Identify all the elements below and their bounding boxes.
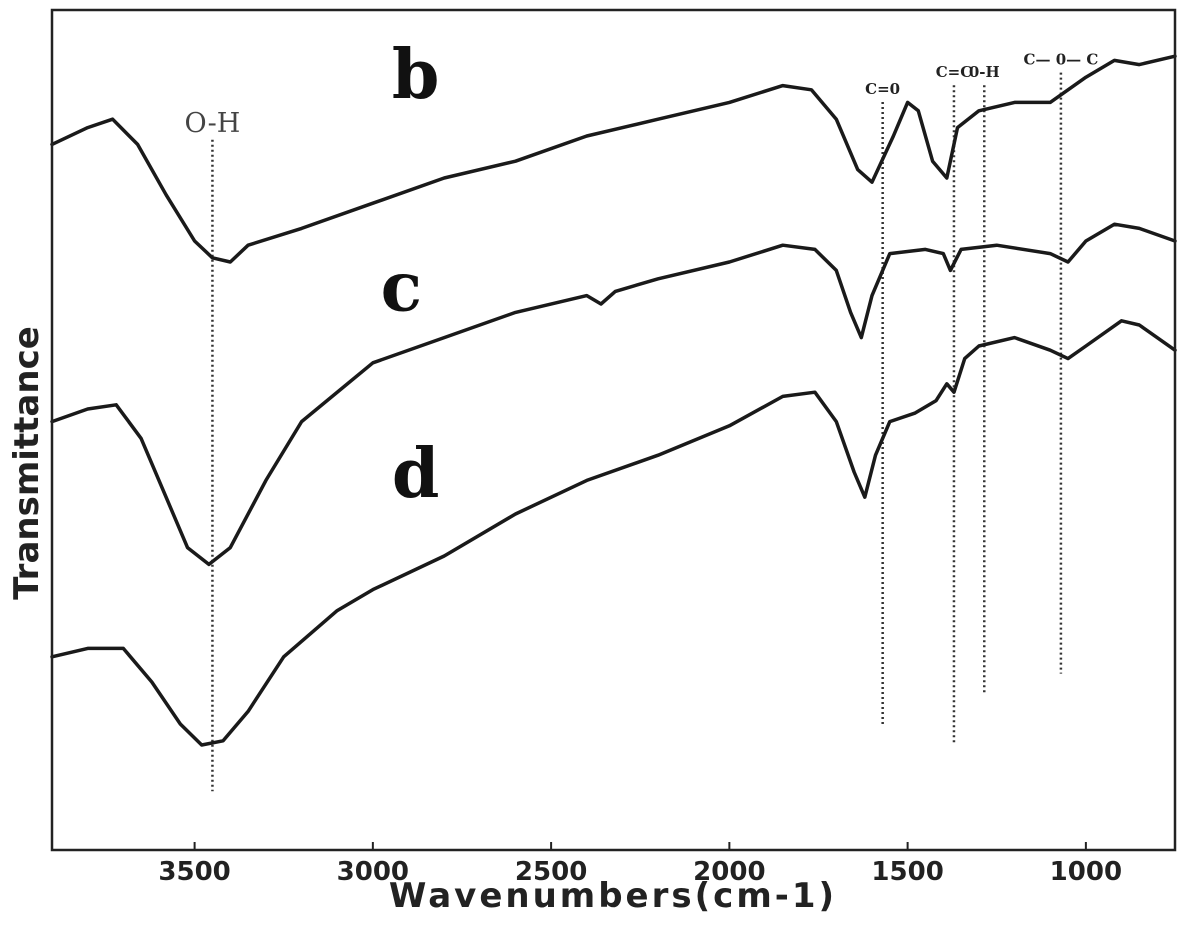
x-tick-label: 3500 [158, 857, 230, 887]
x-tick-label: 1000 [1050, 857, 1122, 887]
x-tick-label: 3000 [337, 857, 409, 887]
band-label: C=0 [865, 80, 900, 98]
band-label: C— 0— C [1024, 51, 1099, 69]
band-label: 0-H [969, 63, 1000, 81]
series-label-b: b [392, 35, 440, 115]
series-line-d [50, 319, 1177, 747]
x-tick-label: 2000 [693, 857, 765, 887]
series-label-c: c [381, 248, 422, 328]
x-axis-ticks: 3500 3000 2500 2000 1500 1000 [158, 842, 1122, 887]
series-line-b [50, 54, 1177, 264]
series-line-c [50, 222, 1177, 567]
series-labels: b c d [381, 35, 440, 514]
y-axis-label: Transmittance [7, 326, 47, 600]
x-tick-label: 2500 [515, 857, 587, 887]
series-label-d: d [392, 434, 440, 514]
band-label: O-H [185, 108, 241, 139]
x-axis-label: Wavenumbers(cm-1) [389, 876, 837, 916]
band-annotations: O-H C=0 C=C0-H C— 0— C [185, 51, 1099, 792]
x-tick-label: 1500 [871, 857, 943, 887]
series-group [50, 54, 1177, 747]
band-label: C=C [936, 63, 973, 81]
plot-frame [50, 8, 1177, 852]
